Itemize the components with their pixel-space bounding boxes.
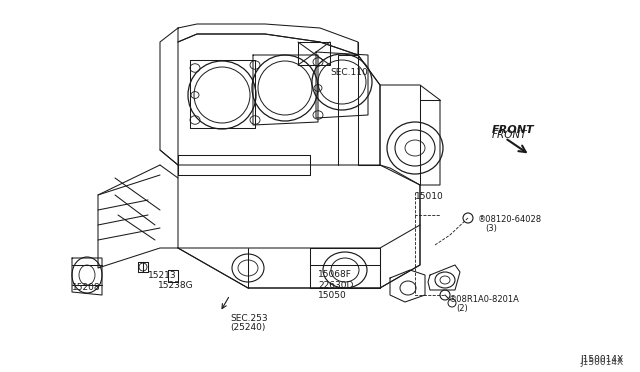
Text: 15050: 15050 (318, 291, 347, 300)
Text: 22630D: 22630D (318, 281, 353, 290)
Text: J150014X: J150014X (580, 358, 623, 367)
Text: 15208: 15208 (72, 283, 100, 292)
Text: ®08120-64028: ®08120-64028 (478, 215, 542, 224)
Text: (2): (2) (456, 304, 468, 313)
Text: 15238G: 15238G (158, 281, 194, 290)
Text: 15068F: 15068F (318, 270, 352, 279)
Text: J150014X: J150014X (580, 355, 623, 364)
Text: ®08R1A0-8201A: ®08R1A0-8201A (449, 295, 520, 304)
Text: SEC.253: SEC.253 (230, 314, 268, 323)
Text: FRONT: FRONT (492, 125, 534, 135)
Text: 15010: 15010 (415, 192, 444, 201)
Text: FRONT: FRONT (492, 130, 527, 140)
Text: SEC.110: SEC.110 (330, 68, 368, 77)
Text: 15213: 15213 (148, 271, 177, 280)
Text: (25240): (25240) (230, 323, 266, 332)
Text: (3): (3) (485, 224, 497, 233)
